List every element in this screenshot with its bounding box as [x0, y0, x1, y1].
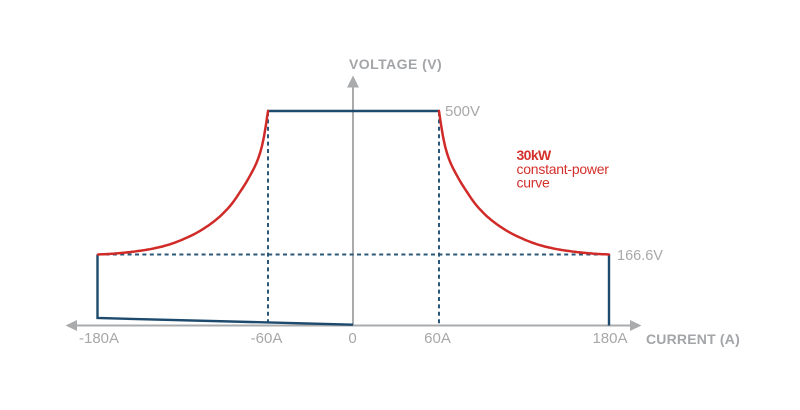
svg-text:VOLTAGE (V): VOLTAGE (V) [349, 56, 442, 72]
svg-text:CURRENT (A): CURRENT (A) [646, 331, 740, 347]
svg-text:constant-power: constant-power [517, 161, 610, 177]
svg-text:-180A: -180A [79, 330, 119, 347]
svg-text:500V: 500V [445, 103, 480, 120]
svg-text:30kW: 30kW [517, 147, 553, 163]
svg-text:180A: 180A [592, 330, 627, 347]
svg-text:166.6V: 166.6V [617, 248, 663, 264]
svg-text:60A: 60A [424, 330, 451, 347]
svg-text:-60A: -60A [251, 330, 283, 347]
svg-text:0: 0 [348, 330, 356, 347]
svg-text:curve: curve [517, 175, 550, 191]
